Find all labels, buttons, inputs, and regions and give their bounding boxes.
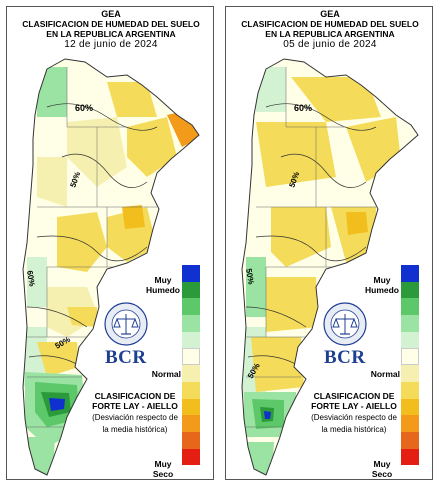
- note-line2: la media histórica): [102, 425, 168, 434]
- legend-color-bar: [401, 265, 419, 466]
- legend-swatch: [182, 448, 200, 466]
- map-title-line2: EN LA REPUBLICA ARGENTINA: [265, 29, 395, 39]
- org-label: GEA: [101, 9, 121, 19]
- bcr-seal-icon: [323, 302, 367, 346]
- legend-dry-line2: Seco: [152, 469, 174, 479]
- legend-swatch: [182, 331, 200, 349]
- legend-swatch: [401, 365, 419, 382]
- note-line1: (Desviación respecto de: [311, 413, 397, 422]
- legend-swatch: [182, 281, 200, 299]
- legend-swatch: [401, 265, 419, 282]
- bcr-logo: BCR: [105, 347, 147, 368]
- note-line2: la media histórica): [321, 425, 387, 434]
- legend-wet-label: Muy Humedo: [364, 275, 400, 295]
- legend-swatch: [401, 331, 419, 349]
- legend-swatch: [401, 348, 419, 366]
- legend-swatch: [182, 431, 200, 449]
- legend-swatch: [182, 348, 200, 366]
- legend-wet-line1: Muy: [373, 275, 391, 285]
- legend-swatch: [401, 415, 419, 432]
- contour-label: 60%: [25, 270, 37, 287]
- classification-block: CLASIFICACION DE FORTE LAY - AIELLO (Des…: [302, 391, 406, 435]
- legend-swatch: [401, 448, 419, 466]
- bcr-seal-icon: [104, 302, 148, 346]
- legend-swatch: [401, 398, 419, 416]
- legend-dry-label: Muy Seco: [145, 459, 181, 479]
- classification-line2: FORTE LAY - AIELLO: [92, 401, 178, 411]
- map-title-block: GEA CLASIFICACION DE HUMEDAD DEL SUELO E…: [226, 9, 434, 50]
- legend-swatch: [182, 315, 200, 332]
- classification-line1: CLASIFICACION DE: [94, 391, 176, 401]
- legend-color-bar: [182, 265, 200, 466]
- legend-dry-label: Muy Seco: [364, 459, 400, 479]
- legend-swatch: [401, 281, 419, 299]
- legend-wet-line2: Humedo: [365, 285, 399, 295]
- note-line1: (Desviación respecto de: [92, 413, 178, 422]
- legend-swatch: [182, 298, 200, 316]
- map-title-line1: CLASIFICACION DE HUMEDAD DEL SUELO: [241, 19, 419, 29]
- contour-label: 60%: [294, 103, 312, 113]
- legend-swatch: [182, 415, 200, 432]
- legend-swatch: [182, 365, 200, 382]
- map-title-line1: CLASIFICACION DE HUMEDAD DEL SUELO: [22, 19, 200, 29]
- soil-moisture-map-panel-left: 60% 50% 60% 50% GEA CLASIFICACION DE HUM…: [6, 6, 214, 480]
- classification-block: CLASIFICACION DE FORTE LAY - AIELLO (Des…: [83, 391, 187, 435]
- legend-swatch: [401, 431, 419, 449]
- legend-swatch: [182, 265, 200, 282]
- legend-dry-line2: Seco: [371, 469, 393, 479]
- legend-normal-label: Normal: [151, 369, 181, 379]
- map-title-line2: EN LA REPUBLICA ARGENTINA: [46, 29, 176, 39]
- contour-label: 50%: [244, 268, 256, 285]
- argentina-soil-moisture-map: 60% 50% 60% 50%: [22, 58, 200, 476]
- legend-swatch: [401, 381, 419, 399]
- map-title-block: GEA CLASIFICACION DE HUMEDAD DEL SUELO E…: [7, 9, 215, 50]
- classification-line1: CLASIFICACION DE: [313, 391, 395, 401]
- bcr-logo: BCR: [324, 347, 366, 368]
- contour-label: 60%: [75, 103, 93, 113]
- legend-wet-label: Muy Humedo: [145, 275, 181, 295]
- legend-normal-label: Normal: [370, 369, 400, 379]
- legend-dry-line1: Muy: [154, 459, 172, 469]
- argentina-soil-moisture-map: 60% 50% 50% 50%: [241, 58, 419, 476]
- legend-wet-line1: Muy: [154, 275, 172, 285]
- legend-wet-line2: Humedo: [146, 285, 180, 295]
- legend-swatch: [182, 381, 200, 399]
- classification-line2: FORTE LAY - AIELLO: [311, 401, 397, 411]
- legend-swatch: [401, 315, 419, 332]
- map-date: 05 de junio de 2024: [283, 39, 377, 50]
- org-label: GEA: [320, 9, 340, 19]
- soil-moisture-map-panel-right: 60% 50% 50% 50% GEA CLASIFICACION DE HUM…: [225, 6, 433, 480]
- map-date: 12 de junio de 2024: [64, 39, 158, 50]
- legend-dry-line1: Muy: [373, 459, 391, 469]
- legend-swatch: [182, 398, 200, 416]
- legend-swatch: [401, 298, 419, 316]
